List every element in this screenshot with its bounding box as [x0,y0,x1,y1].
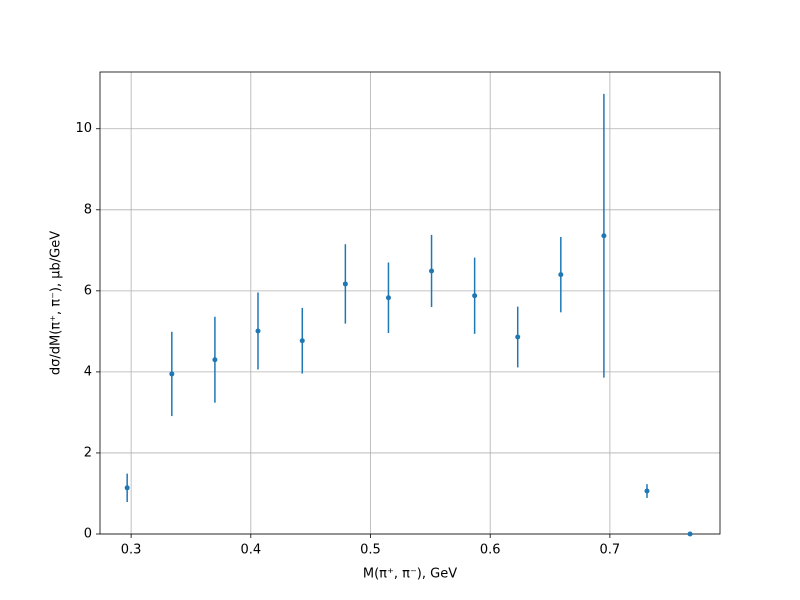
x-tick-label: 0.7 [600,543,621,558]
y-tick-label: 0 [84,527,92,542]
data-point [299,338,305,344]
data-point [342,281,348,287]
y-tick-label: 6 [84,283,92,298]
data-point [212,357,218,363]
data-point [558,272,564,278]
data-point [169,371,175,377]
plot-frame [99,71,721,535]
x-axis-label: M(π⁺, π⁻), GeV [363,567,457,582]
data-point [385,295,391,301]
data-point [429,268,435,274]
data-point [255,328,261,334]
data-point [472,293,478,299]
x-tick-label: 0.4 [240,543,261,558]
data-point [601,233,607,239]
y-tick-label: 10 [75,121,92,136]
x-tick-label: 0.3 [121,543,142,558]
data-point [124,485,130,491]
x-tick-label: 0.6 [480,543,501,558]
data-point [687,531,693,537]
y-axis-label: dσ/dM(π⁺, π⁻), μb/GeV [49,231,64,375]
y-tick-label: 8 [84,202,92,217]
x-tick-label: 0.5 [360,543,381,558]
y-tick-label: 4 [84,364,92,379]
y-tick-label: 2 [84,445,92,460]
data-point [515,334,521,340]
data-point [644,488,650,494]
